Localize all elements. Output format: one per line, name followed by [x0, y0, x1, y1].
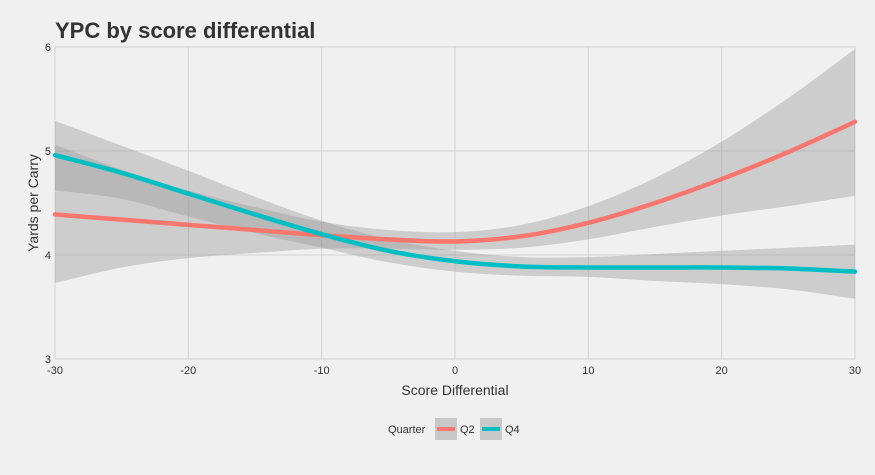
ci-ribbon-q4 [55, 120, 855, 299]
legend-label-q2: Q2 [460, 424, 475, 436]
legend-label-q4: Q4 [505, 424, 520, 436]
confidence-ribbons [55, 49, 855, 299]
chart-title: YPC by score differential [55, 18, 316, 43]
y-tick-label: 3 [45, 354, 51, 366]
y-tick-label: 6 [45, 42, 51, 54]
x-tick-label: -30 [47, 365, 63, 377]
y-tick-label: 4 [45, 250, 51, 262]
series-line-q2 [52, 119, 858, 244]
ci-ribbon-q2 [55, 49, 855, 284]
series-line-q4 [52, 152, 858, 274]
grid [54, 46, 856, 360]
series-lines [52, 119, 858, 274]
x-tick-label: -10 [314, 365, 330, 377]
tick-labels: -30 -20 -10 0 10 20 30 3 4 5 6 [45, 42, 861, 377]
x-tick-label: -20 [180, 365, 196, 377]
x-tick-label: 20 [716, 365, 728, 377]
legend-title: Quarter [388, 424, 426, 436]
x-tick-label: 0 [452, 365, 458, 377]
x-tick-label: 10 [582, 365, 594, 377]
y-axis-title: Yards per Carry [25, 154, 41, 252]
legend: Quarter Q2 Q4 [388, 418, 520, 440]
y-tick-label: 5 [45, 146, 51, 158]
x-axis-title: Score Differential [401, 382, 508, 398]
x-tick-label: 30 [849, 365, 861, 377]
